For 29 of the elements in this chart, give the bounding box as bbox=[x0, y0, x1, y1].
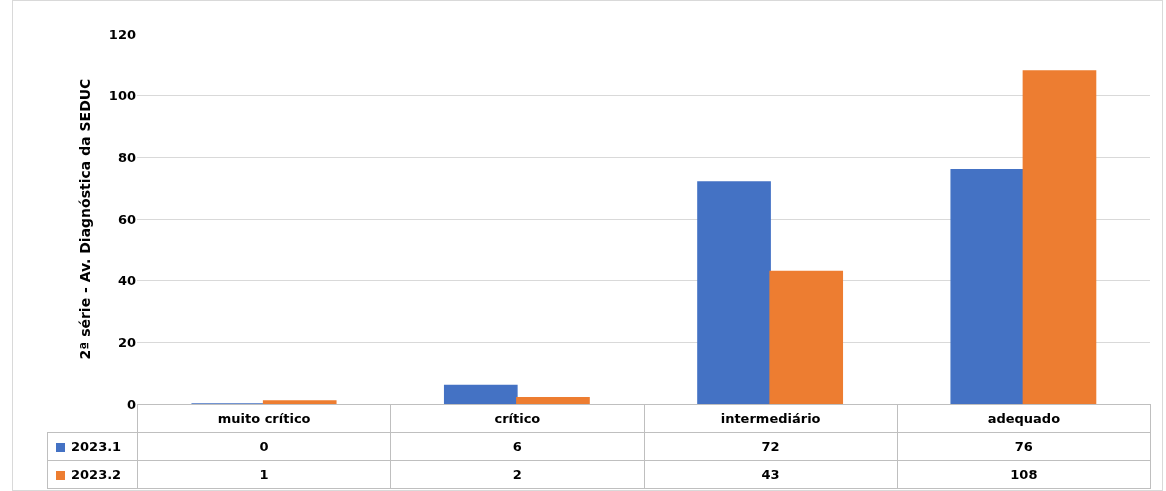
y-tick-label: 60 bbox=[117, 211, 136, 227]
legend-label: 2023.1 bbox=[71, 439, 122, 454]
data-label: 108 bbox=[897, 460, 1151, 489]
y-tick-label: 0 bbox=[126, 396, 136, 412]
x-tick-label: muito crítico bbox=[137, 404, 391, 433]
y-tick-label: 20 bbox=[117, 334, 136, 350]
legend-label: 2023.2 bbox=[71, 467, 122, 482]
y-tick-label: 120 bbox=[108, 26, 136, 42]
data-label: 43 bbox=[644, 460, 898, 489]
bar bbox=[262, 400, 337, 404]
data-label: 1 bbox=[137, 460, 391, 489]
x-tick-label: adequado bbox=[897, 404, 1151, 433]
y-tick-label: 40 bbox=[117, 273, 136, 289]
x-tick-label: intermediário bbox=[644, 404, 898, 433]
data-label: 76 bbox=[897, 432, 1151, 461]
bar bbox=[443, 384, 518, 404]
data-label: 6 bbox=[390, 432, 644, 461]
bar bbox=[950, 168, 1025, 404]
bar bbox=[697, 181, 771, 404]
data-label: 72 bbox=[644, 432, 898, 461]
bar bbox=[516, 397, 590, 404]
data-label: 0 bbox=[137, 432, 391, 461]
bar bbox=[769, 270, 844, 404]
y-tick-label: 80 bbox=[117, 149, 136, 165]
bar bbox=[1022, 70, 1097, 404]
x-tick-label: crítico bbox=[390, 404, 644, 433]
y-tick-label: 100 bbox=[108, 88, 136, 104]
y-axis-title: 2ª série - Av. Diagnóstica da SEDUC bbox=[77, 78, 94, 360]
data-label: 2 bbox=[390, 460, 644, 489]
